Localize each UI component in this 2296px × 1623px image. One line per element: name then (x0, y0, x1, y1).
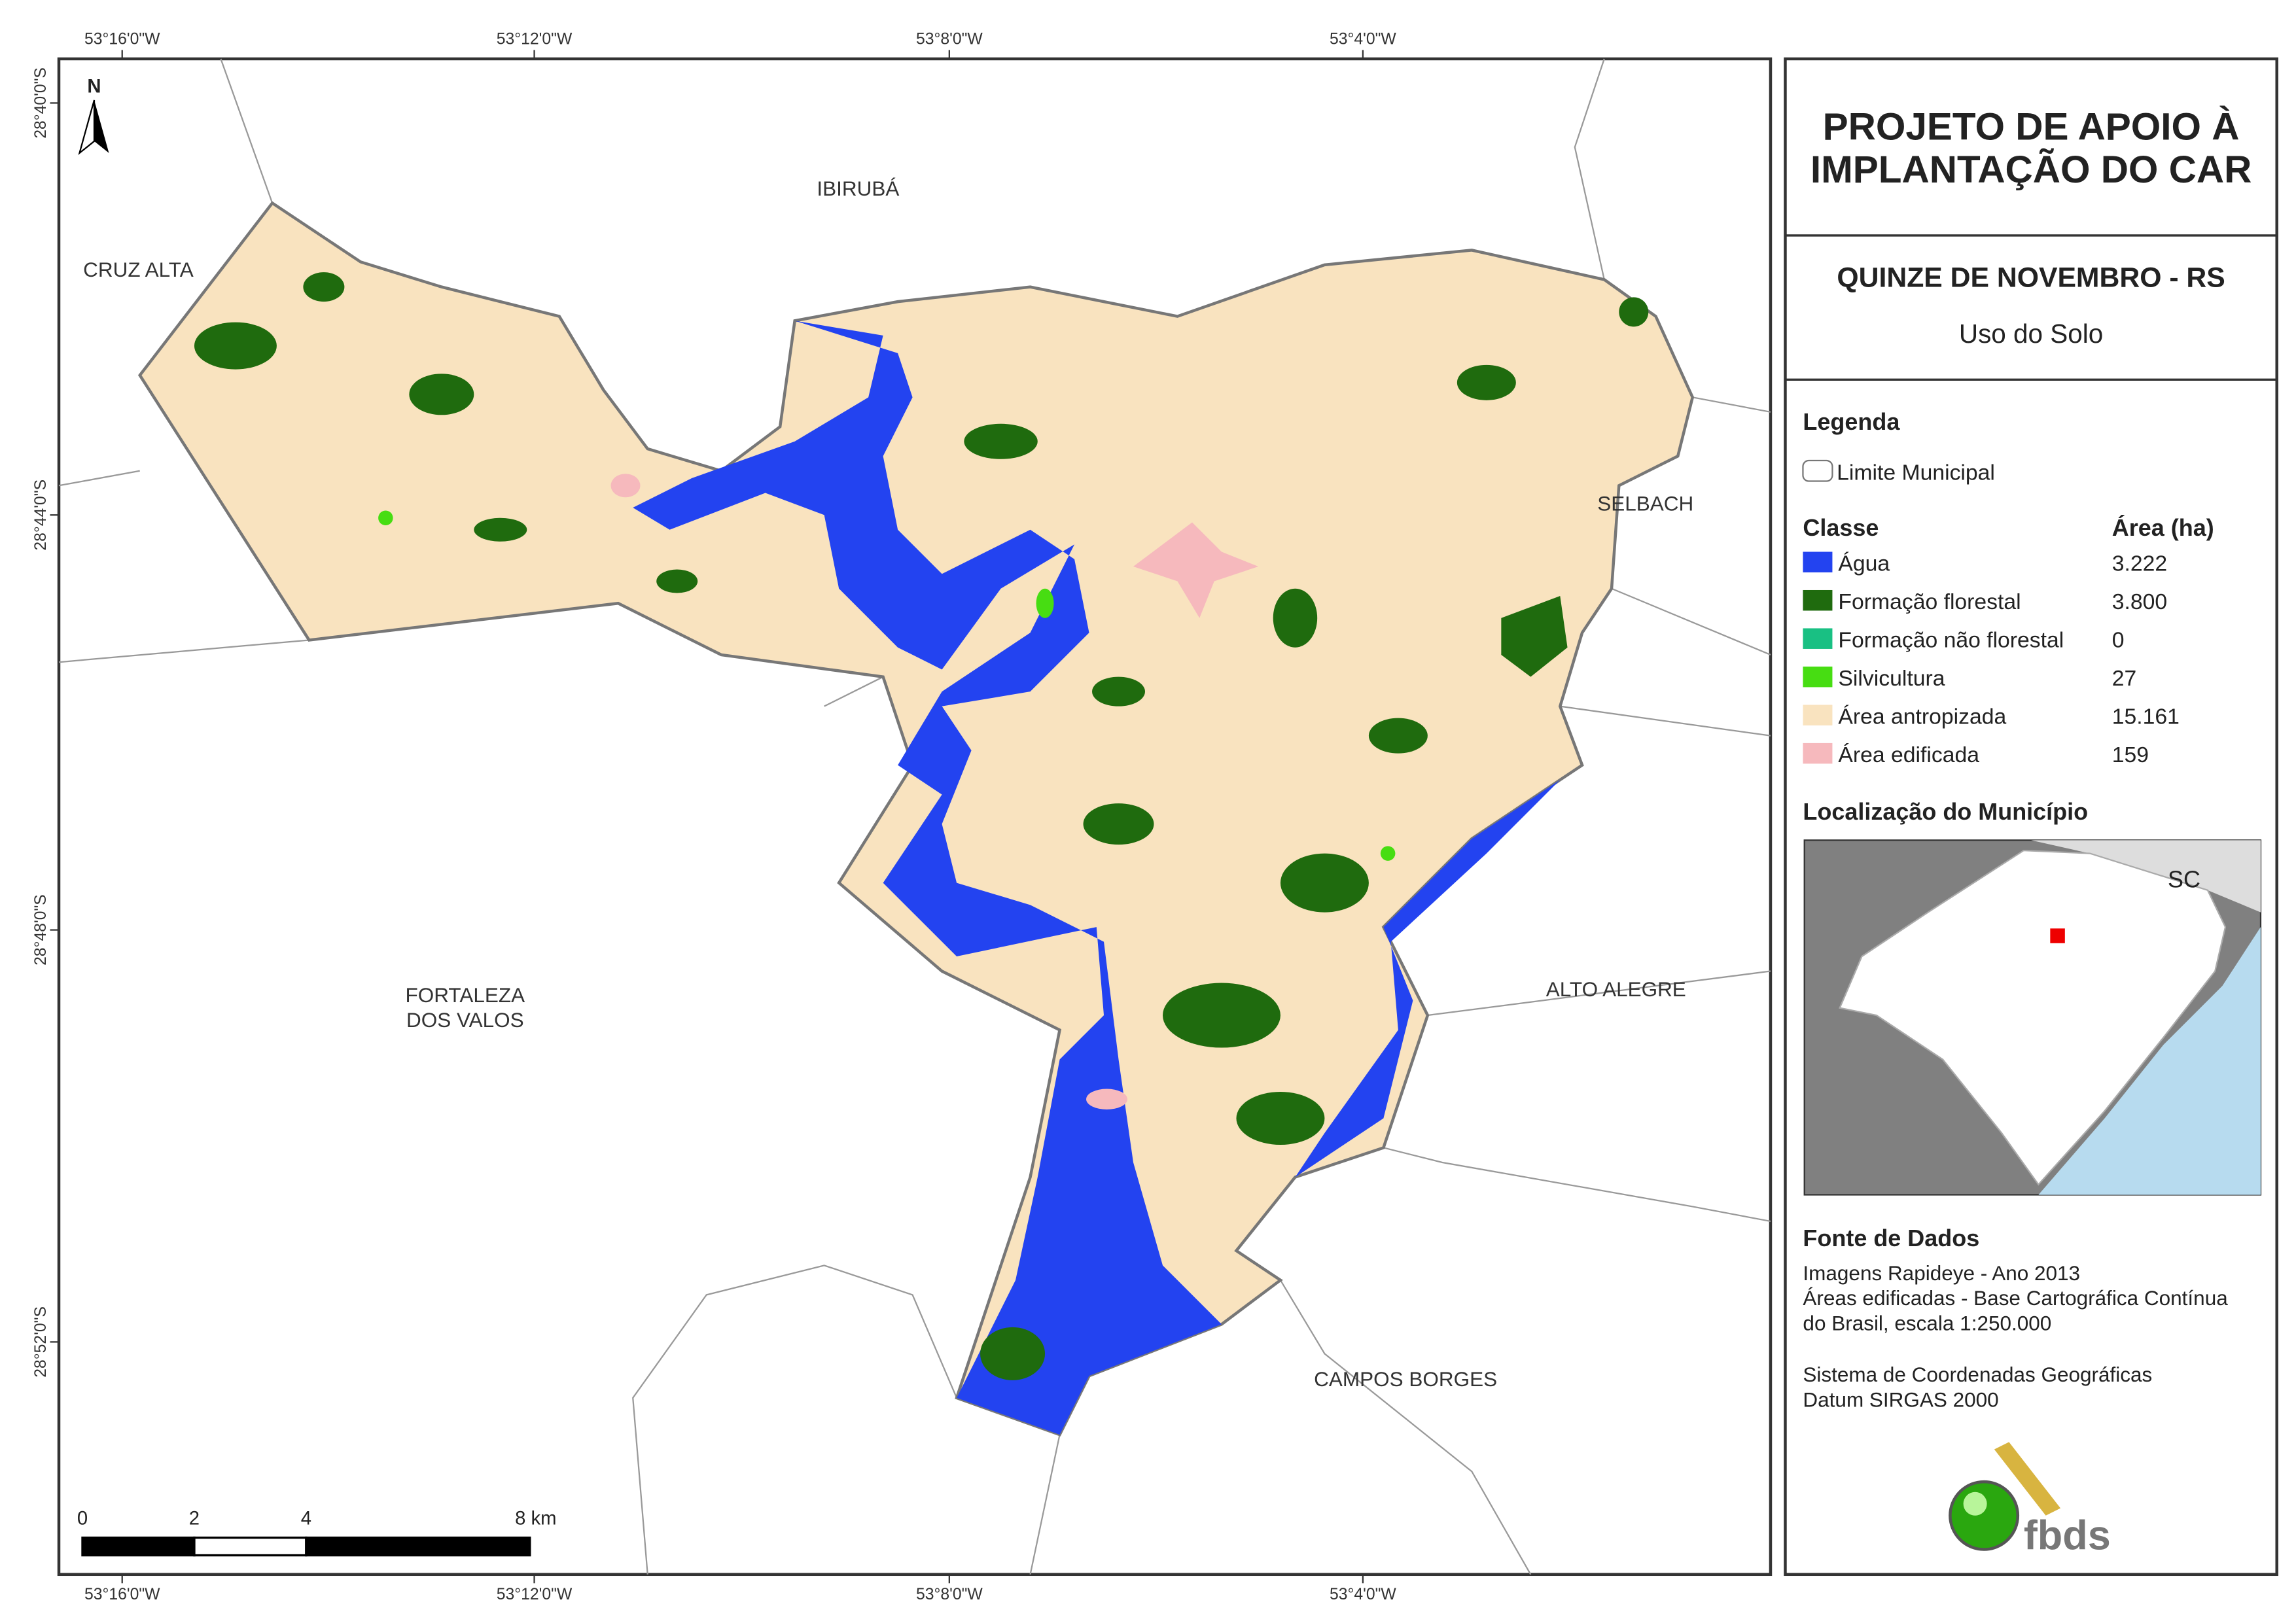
logo: fbds (1949, 1442, 2111, 1559)
legend-swatch (1803, 551, 1833, 572)
inset-state (1839, 849, 2227, 1186)
north-arrow (94, 99, 109, 153)
legend-class: Formação não florestal (1838, 628, 2064, 653)
legend-class: Área antropizada (1838, 705, 2006, 729)
scale-bar: 0 2 4 8 km (77, 1508, 556, 1557)
scale-label: 2 (189, 1508, 200, 1529)
inset-location (2050, 928, 2065, 943)
neighbor-boundaries (58, 58, 1771, 1575)
legend-swatch (1803, 705, 1833, 725)
area-header: Área (ha) (2112, 514, 2214, 541)
legend-area: 0 (2112, 628, 2125, 653)
north-label: N (87, 77, 101, 97)
coord-label: 53°8'0"W (916, 1586, 983, 1603)
legend-rows: Água 3.222 Formação florestal 3.800 Formação… (1803, 551, 2180, 767)
water (633, 321, 1583, 1435)
side-panel (1784, 57, 2278, 1577)
source-line: do Brasil, escala 1:250.000 (1803, 1311, 2051, 1335)
inset-neighbor-state (2031, 840, 2261, 913)
coord-label: 53°12'0"W (497, 30, 573, 48)
boundary-label: Limite Municipal (1837, 460, 1995, 485)
logo-text: fbds (2024, 1513, 2111, 1559)
legend-area: 159 (2112, 742, 2149, 767)
logo-shine (1963, 1492, 1987, 1516)
legend-swatch (1803, 628, 1833, 649)
source-line: Áreas edificadas - Base Cartográfica Con… (1803, 1286, 2228, 1310)
inset-ocean (2038, 927, 2261, 1195)
logo-bar (1994, 1442, 2061, 1516)
legend-area: 15.161 (2112, 705, 2180, 729)
neighbor-label: DOS VALOS (406, 1008, 524, 1032)
inset-map: SC (1803, 839, 2262, 1196)
legend-class: Silvicultura (1838, 666, 1945, 691)
coord-label: 28°52'0"S (32, 1306, 50, 1378)
legend-swatch (1803, 742, 1833, 764)
source-line: Imagens Rapideye - Ano 2013 (1803, 1261, 2080, 1285)
legend-area: 27 (2112, 666, 2137, 691)
legend-swatch (1803, 666, 1833, 688)
coord-label: 53°4'0"W (1330, 30, 1396, 48)
scale-segment (81, 1536, 196, 1557)
coordinates: 53°16'0"W 53°12'0"W 53°8'0"W 53°4'0"W 53°16'… (32, 30, 1397, 1603)
neighbor-label: FORTALEZA (406, 983, 525, 1007)
source-line: Datum SIRGAS 2000 (1803, 1387, 1998, 1411)
legend-area: 3.800 (2112, 589, 2167, 614)
municipality-name: QUINZE DE NOVEMBRO - RS (1837, 262, 2225, 294)
legend-heading: Legenda (1803, 408, 1900, 435)
class-header: Classe (1803, 514, 1879, 541)
built-patches (610, 474, 1259, 1109)
coord-label: 53°4'0"W (1330, 1586, 1396, 1603)
coord-label: 53°16'0"W (84, 30, 160, 48)
title-line: IMPLANTAÇÃO DO CAR (1810, 148, 2252, 191)
sources-heading: Fonte de Dados (1803, 1225, 1979, 1251)
coord-label: 53°16'0"W (84, 1586, 160, 1603)
title-line: PROJETO DE APOIO À (1823, 105, 2240, 148)
legend-class: Água (1838, 551, 1890, 576)
north-arrow (78, 99, 96, 155)
coord-label: 28°48'0"S (32, 894, 50, 966)
scale-label: 0 (77, 1508, 88, 1529)
source-line: Sistema de Coordenadas Geográficas (1803, 1363, 2152, 1386)
scale-label: 8 km (515, 1508, 556, 1529)
location-heading: Localização do Município (1803, 798, 2088, 825)
legend-class: Área edificada (1838, 742, 1979, 767)
neighbor-label: CAMPOS BORGES (1314, 1367, 1497, 1391)
logo-circle (1949, 1480, 2020, 1551)
neighbor-label: CRUZ ALTA (83, 258, 194, 281)
coord-label: 53°12'0"W (497, 1586, 573, 1603)
scale-label: 4 (301, 1508, 311, 1529)
coord-label: 28°40'0"S (32, 67, 50, 139)
neighbor-label: ALTO ALEGRE (1546, 977, 1686, 1001)
neighbor-label: IBIRUBÁ (817, 177, 899, 200)
scale-segment (305, 1536, 531, 1557)
coord-label: 53°8'0"W (916, 30, 983, 48)
neighbor-label: SELBACH (1597, 492, 1693, 515)
legend-area: 3.222 (2112, 551, 2167, 576)
legend-class: Formação florestal (1838, 589, 2021, 614)
silviculture-patches (378, 510, 1396, 861)
legend-swatch (1803, 589, 1833, 611)
inset-label: SC (2168, 865, 2200, 892)
boundary-swatch (1802, 459, 1833, 482)
forest-patches (194, 272, 1649, 1380)
scale-segment (193, 1536, 308, 1557)
coord-label: 28°44'0"S (32, 480, 50, 551)
subtitle: Uso do Solo (1959, 319, 2103, 349)
